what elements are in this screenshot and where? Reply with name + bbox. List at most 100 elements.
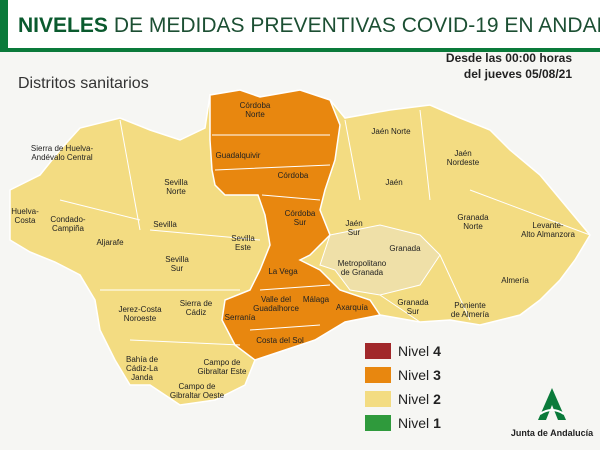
district-label-line: Guadalquivir [216, 151, 261, 160]
district-label: Sierra de Cádiz [180, 299, 213, 317]
district-label-line: Poniente [454, 301, 486, 310]
district-label: Jaén [385, 178, 402, 187]
district-label-line: Jaén Norte [371, 127, 411, 136]
district-label-line: Sevilla [165, 255, 189, 264]
district-label-line: Condado- [50, 215, 85, 224]
district-label-line: Nordeste [447, 158, 480, 167]
district-borders [59, 109, 591, 346]
district-label-line: de Granada [341, 268, 384, 277]
district-label: Sierra de Huelva-Andévalo Central [31, 144, 94, 162]
district-label-line: La Vega [268, 267, 298, 276]
district-label-line: Córdoba [285, 209, 316, 218]
district-label-line: Norte [166, 187, 186, 196]
district-label: Campo de Gibraltar Oeste [170, 382, 225, 400]
district-label-line: Bahía de [126, 355, 159, 364]
district-label-line: Sur [294, 218, 307, 227]
logo: Junta de Andalucía [511, 388, 594, 438]
district-label: Axarquía [336, 303, 369, 312]
legend-level: 3 [433, 367, 441, 383]
title-bold: NIVELES [18, 14, 108, 37]
district-label: Sevilla Este [231, 234, 255, 252]
district-label: Levante-Alto Almanzora [521, 221, 575, 239]
district-label-line: Sierra de Huelva- [31, 144, 94, 153]
date-line: Desde las 00:00 horas [446, 51, 572, 65]
district-label: Granada Sur [397, 298, 429, 316]
district-label-line: Campiña [52, 224, 85, 233]
district-label: Valle del Guadalhorce [253, 295, 299, 313]
district-label-line: Valle del [261, 295, 291, 304]
district-label: Granada Norte [457, 213, 489, 231]
district-label-line: Almería [501, 276, 529, 285]
district-label-line: Huelva- [11, 207, 39, 216]
legend-label: Nivel 3 [398, 367, 441, 383]
district-label-line: Campo de [179, 382, 216, 391]
legend-level: 2 [433, 391, 441, 407]
logo-mark [538, 388, 566, 420]
district-label-line: Levante- [532, 221, 563, 230]
legend-label: Nivel 4 [398, 343, 441, 359]
district-label: Sevilla Norte [164, 178, 188, 196]
header-bar [0, 0, 600, 48]
legend-label: Nivel 1 [398, 415, 441, 431]
district-label-line: Norte [463, 222, 483, 231]
district-label-line: Campo de [204, 358, 241, 367]
district-label-line: de Almería [451, 310, 490, 319]
district-label-line: Málaga [303, 295, 330, 304]
district-label: Sevilla [153, 220, 177, 229]
title-rest: DE MEDIDAS PREVENTIVAS COVID-19 EN ANDAL… [114, 14, 600, 37]
district-label: Costa del Sol [256, 336, 304, 345]
district-label-line: Cádiz [186, 308, 206, 317]
header-title: NIVELES DE MEDIDAS PREVENTIVAS COVID-19 E… [18, 14, 600, 37]
legend-label: Nivel 2 [398, 391, 441, 407]
district-label-line: Cádiz-La [126, 364, 159, 373]
district-label-line: Córdoba [240, 101, 271, 110]
district-label-line: Este [235, 243, 252, 252]
district-label-line: Sierra de [180, 299, 213, 308]
district-label-line: Jaén [385, 178, 402, 187]
district-label-line: Granada [457, 213, 489, 222]
district-label: La Vega [268, 267, 298, 276]
district-label-line: Sevilla [231, 234, 255, 243]
district-label-line: Sevilla [153, 220, 177, 229]
district-label: Huelva-Costa [11, 207, 39, 225]
district-label-line: Aljarafe [96, 238, 124, 247]
legend-swatch [365, 415, 391, 431]
district-label: Córdoba [278, 171, 309, 180]
district-label-line: Norte [245, 110, 265, 119]
district-label-line: Granada [389, 244, 421, 253]
legend-swatch [365, 391, 391, 407]
legend: Nivel 4 Nivel 3 Nivel 2 Nivel 1 [365, 343, 441, 431]
header-accent [0, 0, 8, 48]
district-label-line: Gibraltar Oeste [170, 391, 225, 400]
legend-text: Nivel [398, 391, 429, 407]
district-label-line: Sur [171, 264, 184, 273]
region-level-3 [209, 89, 382, 361]
district-label-line: Córdoba [278, 171, 309, 180]
district-label: Campo de Gibraltar Este [198, 358, 247, 376]
district-label-line: Jaén [454, 149, 471, 158]
district-label: Jaén Norte [371, 127, 411, 136]
district-label: Serranía [225, 313, 256, 322]
district-label-line: Sur [348, 228, 361, 237]
district-label-line: Sur [407, 307, 420, 316]
district-label-line: Sevilla [164, 178, 188, 187]
district-label-line: Costa [15, 216, 36, 225]
district-label: Córdoba Sur [285, 209, 316, 227]
district-label-line: Costa del Sol [256, 336, 304, 345]
header-stripe [0, 48, 600, 52]
district-label-line: Metropolitano [338, 259, 387, 268]
district-label-line: Jaén [345, 219, 362, 228]
district-label: Bahía de Cádiz-La Janda [126, 355, 159, 382]
district-label: Sevilla Sur [165, 255, 189, 273]
district-label: Almería [501, 276, 529, 285]
map [9, 89, 591, 406]
district-label-line: Janda [131, 373, 153, 382]
district-label: Jaén Sur [345, 219, 362, 237]
district-label: Córdoba Norte [240, 101, 271, 119]
subtitle: Distritos sanitarios [18, 75, 149, 92]
district-label-line: Noroeste [124, 314, 157, 323]
district-label: Condado-Campiña [50, 215, 85, 233]
district-label: Aljarafe [96, 238, 124, 247]
district-label-line: Jerez-Costa [118, 305, 162, 314]
